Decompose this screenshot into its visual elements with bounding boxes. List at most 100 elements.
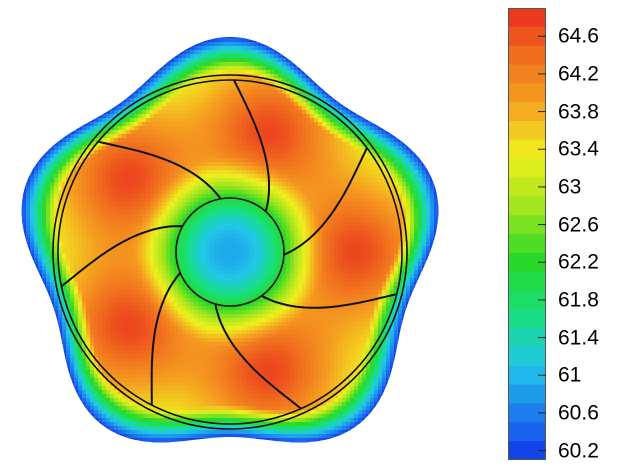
field-cell xyxy=(382,74,387,79)
field-cell xyxy=(250,178,255,183)
field-cell xyxy=(406,74,411,79)
field-cell xyxy=(406,146,411,151)
field-cell xyxy=(438,150,439,155)
field-cell xyxy=(422,146,427,151)
field-cell xyxy=(434,50,439,55)
field-cell xyxy=(318,90,323,95)
field-cell xyxy=(118,138,123,143)
field-cell xyxy=(198,94,203,99)
field-cell xyxy=(210,202,215,207)
field-cell xyxy=(38,158,43,163)
field-cell xyxy=(414,37,419,39)
field-cell xyxy=(378,106,383,111)
field-cell xyxy=(426,106,431,111)
field-cell xyxy=(246,86,251,91)
field-cell xyxy=(158,38,163,43)
field-cell xyxy=(78,190,83,195)
field-cell xyxy=(450,130,455,135)
field-cell xyxy=(262,170,267,175)
field-cell xyxy=(342,110,347,115)
field-cell xyxy=(282,162,287,167)
field-cell xyxy=(378,194,383,199)
field-cell xyxy=(386,82,391,87)
field-cell xyxy=(318,154,323,159)
field-cell xyxy=(318,150,323,155)
field-cell xyxy=(98,174,103,179)
field-cell xyxy=(374,78,379,83)
field-cell xyxy=(422,74,427,79)
field-cell xyxy=(382,42,387,47)
field-cell xyxy=(118,37,123,39)
field-cell xyxy=(226,37,231,39)
field-cell xyxy=(182,202,187,207)
field-cell xyxy=(34,190,39,195)
field-cell xyxy=(194,38,199,43)
field-cell xyxy=(154,106,159,111)
field-cell xyxy=(362,178,367,183)
field-cell xyxy=(254,118,259,123)
field-cell xyxy=(118,30,123,35)
field-cell xyxy=(234,42,239,47)
field-cell xyxy=(182,94,187,99)
field-cell xyxy=(242,190,247,195)
field-cell xyxy=(158,82,163,87)
field-cell xyxy=(14,78,19,83)
field-cell xyxy=(146,86,151,91)
field-cell xyxy=(38,166,43,171)
field-cell xyxy=(170,174,175,179)
field-cell xyxy=(302,46,307,51)
field-cell xyxy=(118,154,123,159)
field-cell xyxy=(54,78,59,83)
field-cell xyxy=(414,102,419,107)
field-cell xyxy=(78,118,83,123)
field-cell xyxy=(202,142,207,147)
field-cell xyxy=(278,110,283,115)
field-cell xyxy=(318,82,323,87)
field-cell xyxy=(330,42,335,47)
field-cell xyxy=(186,58,191,63)
field-cell xyxy=(66,182,71,187)
field-cell xyxy=(78,122,83,127)
field-cell xyxy=(406,162,411,167)
field-cell xyxy=(274,30,279,35)
field-cell xyxy=(414,74,419,79)
field-cell xyxy=(394,30,399,35)
field-cell xyxy=(338,66,343,71)
field-cell xyxy=(82,42,87,47)
field-cell xyxy=(94,154,99,159)
field-cell xyxy=(274,66,279,71)
field-cell xyxy=(354,150,359,155)
field-cell xyxy=(238,50,243,55)
field-cell xyxy=(178,138,183,143)
field-cell xyxy=(102,146,107,151)
field-cell xyxy=(86,62,91,67)
field-cell xyxy=(126,46,131,51)
field-cell xyxy=(382,158,387,163)
field-cell xyxy=(286,38,291,43)
field-cell xyxy=(350,94,355,99)
field-cell xyxy=(410,70,415,75)
field-cell xyxy=(290,170,295,175)
field-cell xyxy=(166,102,171,107)
field-cell xyxy=(114,78,119,83)
field-cell xyxy=(274,62,279,67)
field-cell xyxy=(186,110,191,115)
field-cell xyxy=(114,90,119,95)
field-cell xyxy=(154,158,159,163)
field-cell xyxy=(322,122,327,127)
field-cell xyxy=(426,37,431,39)
field-cell xyxy=(202,130,207,135)
field-cell xyxy=(438,30,443,35)
field-cell xyxy=(238,62,243,67)
field-cell xyxy=(182,146,187,151)
field-cell xyxy=(21,74,23,79)
field-cell xyxy=(174,174,179,179)
field-cell xyxy=(366,90,371,95)
field-cell xyxy=(430,118,435,123)
field-cell xyxy=(222,37,227,39)
field-cell xyxy=(174,178,179,183)
field-cell xyxy=(22,146,27,151)
field-cell xyxy=(390,38,395,43)
field-cell xyxy=(374,194,379,199)
field-cell xyxy=(74,154,79,159)
